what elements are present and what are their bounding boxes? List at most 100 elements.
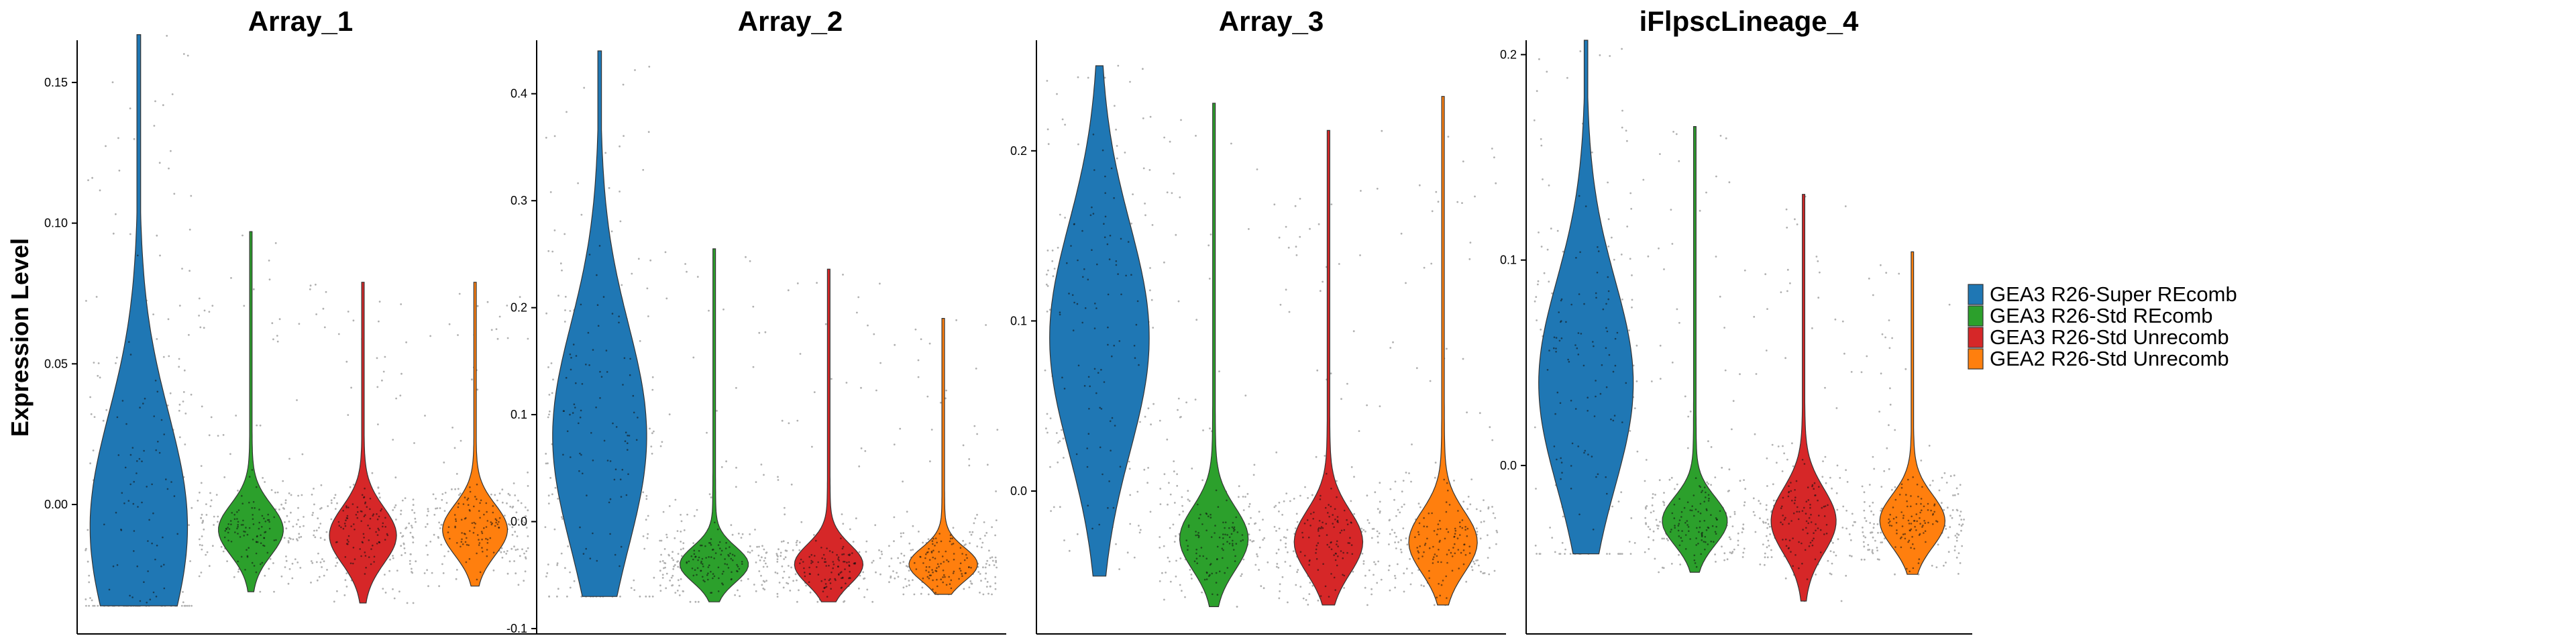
jitter-point	[87, 529, 89, 531]
jitter-point	[184, 413, 187, 415]
violin-dot	[1782, 539, 1784, 541]
jitter-point	[860, 386, 862, 389]
violin-dot	[961, 573, 963, 575]
jitter-point	[1767, 539, 1770, 542]
violin-dot	[1560, 457, 1562, 460]
violin-dot	[1695, 537, 1697, 539]
violin-dot	[830, 572, 833, 574]
jitter-point	[557, 498, 559, 500]
violin-dot	[1699, 485, 1701, 487]
jitter-point	[115, 356, 118, 359]
violin-dot	[1809, 506, 1811, 509]
jitter-point	[206, 551, 209, 553]
jitter-point	[315, 313, 317, 315]
jitter-point	[317, 517, 319, 520]
jitter-point	[519, 555, 521, 557]
jitter-point	[1721, 466, 1723, 469]
jitter-point	[1403, 572, 1405, 575]
jitter-point	[291, 577, 294, 580]
violin-dot	[1911, 515, 1913, 518]
jitter-point	[1373, 561, 1375, 564]
jitter-point	[1307, 604, 1309, 606]
jitter-point	[841, 513, 843, 515]
jitter-point	[903, 554, 906, 557]
jitter-point	[561, 516, 563, 519]
violin-dot	[1222, 533, 1224, 535]
violin-dot	[1087, 433, 1090, 435]
jitter-point	[1473, 563, 1476, 565]
jitter-point	[1671, 243, 1674, 245]
jitter-point	[1046, 250, 1049, 252]
jitter-point	[1830, 573, 1833, 576]
violin-dot	[1898, 494, 1901, 496]
jitter-point	[1621, 126, 1623, 129]
jitter-point	[1405, 282, 1407, 284]
violin-dot	[268, 521, 270, 523]
violin-dot	[1113, 197, 1115, 199]
jitter-point	[1394, 480, 1397, 483]
jitter-point	[1625, 129, 1627, 132]
jitter-point	[577, 182, 579, 184]
violin-dot	[1232, 543, 1234, 545]
violin-dot	[1330, 548, 1333, 551]
jitter-point	[1931, 564, 1933, 567]
jitter-point	[813, 391, 816, 393]
violin-dot	[1205, 557, 1208, 559]
jitter-point	[317, 552, 319, 555]
violin-dot	[1332, 514, 1334, 516]
jitter-point	[115, 362, 117, 364]
violin-dot	[603, 439, 606, 442]
violin-dot	[817, 561, 819, 564]
violin-dots	[1414, 478, 1471, 599]
jitter-point	[178, 366, 180, 368]
violin-3	[329, 282, 397, 604]
jitter-point	[1759, 517, 1761, 519]
violin-dot	[1695, 508, 1697, 511]
jitter-point	[178, 358, 180, 360]
jitter-point	[203, 309, 206, 312]
violin-dot	[1454, 527, 1456, 530]
violin-dot	[264, 531, 267, 533]
violin-dot	[1240, 540, 1242, 542]
jitter-point	[1466, 411, 1468, 414]
violin-dot	[1798, 541, 1800, 543]
violin-dot	[236, 518, 238, 520]
violin-dot	[1233, 526, 1236, 529]
jitter-point	[517, 499, 519, 502]
violin-dot	[157, 441, 159, 443]
violin-dot	[1222, 549, 1224, 551]
violin-dot	[1560, 299, 1562, 302]
jitter-point	[1884, 336, 1887, 339]
jitter-point	[546, 572, 549, 574]
jitter-point	[1630, 207, 1633, 210]
jitter-point	[1262, 519, 1264, 521]
violin-dot	[1921, 526, 1923, 528]
jitter-point	[200, 517, 202, 519]
jitter-point	[264, 574, 266, 577]
jitter-point	[888, 565, 891, 568]
jitter-point	[774, 571, 777, 574]
jitter-point	[269, 557, 272, 560]
jitter-point	[786, 582, 788, 584]
jitter-point	[1629, 430, 1631, 432]
violin-dot	[1892, 518, 1895, 520]
jitter-point	[1284, 561, 1287, 563]
violin-dot	[496, 519, 498, 521]
jitter-point	[1663, 502, 1666, 504]
jitter-point	[1752, 497, 1755, 500]
violin-dot	[1059, 313, 1061, 316]
jitter-point	[330, 499, 333, 502]
jitter-point	[448, 323, 451, 325]
jitter-point	[319, 508, 321, 510]
violin-dot	[1811, 544, 1814, 547]
jitter-point	[740, 537, 743, 539]
violin-dot	[1910, 505, 1912, 508]
violin-dot	[565, 376, 568, 379]
jitter-point	[667, 553, 670, 556]
jitter-point	[1230, 142, 1232, 145]
jitter-point	[985, 324, 987, 326]
violin-dot	[582, 472, 584, 475]
violin-dot	[1811, 539, 1813, 542]
violin-dot	[1326, 472, 1328, 475]
violin-dot	[842, 576, 844, 579]
